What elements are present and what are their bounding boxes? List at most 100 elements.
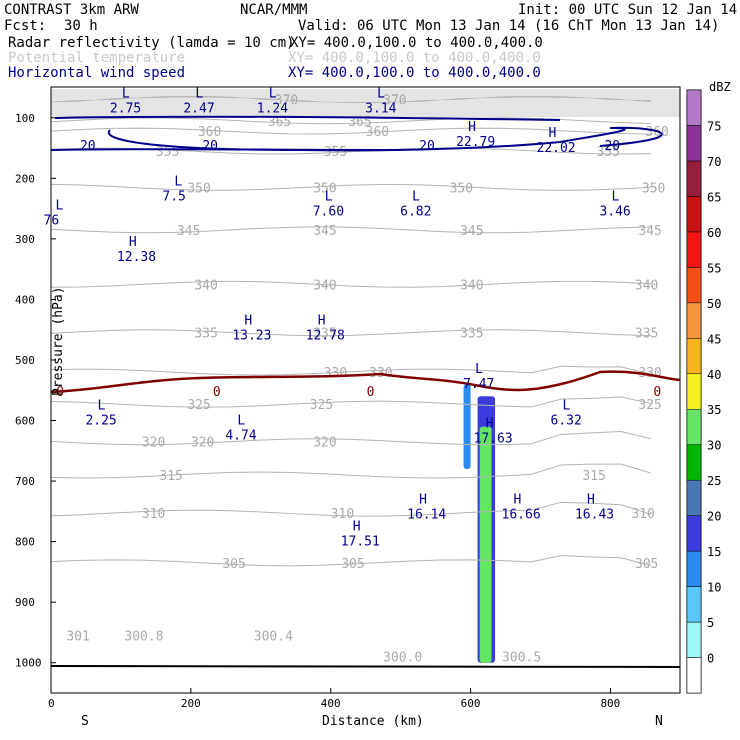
- y-tick-label: 600: [15, 415, 35, 428]
- theta-contour-315: [50, 463, 652, 482]
- extremum-value: 22.79: [456, 135, 495, 150]
- field-3-name: Horizontal wind speed: [8, 65, 185, 81]
- model-title: CONTRAST 3km ARW: [4, 2, 139, 18]
- extremum-value: 3.46: [599, 205, 630, 220]
- fcst-label: Fcst:: [4, 18, 46, 34]
- extremum-H-marker: H: [353, 520, 361, 535]
- extremum-value: 12.38: [117, 250, 156, 265]
- colorbar-swatch: [686, 160, 702, 197]
- wind-contour-lower: [50, 148, 401, 151]
- y-tick-label: 1000: [15, 657, 42, 670]
- extremum-value: 3.14: [365, 102, 396, 117]
- colorbar-swatch: [686, 373, 702, 410]
- theta-contour-305: [50, 555, 652, 569]
- colorbar-level-label: 30: [707, 439, 721, 453]
- colorbar-level-label: 50: [707, 297, 721, 311]
- extremum-value: 6.82: [400, 205, 431, 220]
- extremum-value: 6.32: [550, 413, 581, 428]
- colorbar-swatch: [686, 479, 702, 516]
- colorbar-swatch: [686, 89, 702, 126]
- extremum-value: 13.23: [232, 329, 271, 344]
- theta-contour-345: [50, 226, 652, 236]
- extremum-L-marker: L: [562, 398, 570, 413]
- theta-label: 325: [187, 398, 210, 413]
- colorbar-level-label: 25: [707, 474, 721, 488]
- reflectivity-cell: [479, 426, 492, 663]
- theta-label: 365: [268, 115, 291, 130]
- theta-label: 355: [324, 145, 347, 160]
- theta-label: 305: [222, 557, 245, 572]
- y-tick-label: 300: [15, 233, 35, 246]
- colorbar-swatch: [686, 586, 702, 623]
- x-axis-label: Distance (km): [322, 714, 424, 729]
- colorbar-level-label: 0: [707, 652, 714, 666]
- fcst-value: 30 h: [64, 18, 98, 34]
- colorbar-level-label: 15: [707, 545, 721, 559]
- wind-contour-zero: [50, 370, 681, 394]
- extremum-H-marker: H: [244, 314, 252, 329]
- colorbar-swatch: [686, 267, 702, 304]
- theta-label: 300.8: [124, 629, 163, 644]
- wind-contour-label: 20: [202, 139, 218, 154]
- theta-label: 325: [638, 398, 661, 413]
- plot-area: [51, 87, 680, 693]
- reflectivity-layer: [463, 384, 496, 663]
- theta-label: 315: [159, 469, 182, 484]
- extremum-L-marker: L: [611, 190, 619, 205]
- colorbar-unit: dBZ: [709, 80, 731, 94]
- extremum-L-marker: L: [97, 398, 105, 413]
- theta-label: 305: [341, 557, 364, 572]
- colorbar-swatch: [686, 657, 702, 694]
- field-2-name: Potential temperature: [8, 50, 185, 66]
- theta-label: 310: [142, 507, 165, 522]
- extremum-L-marker: L: [269, 87, 277, 102]
- theta-label: 301: [66, 629, 89, 644]
- theta-label: 370: [275, 94, 298, 109]
- theta-label: 300.4: [254, 629, 293, 644]
- colorbar-swatch: [686, 196, 702, 233]
- theta-label: 340: [635, 278, 658, 293]
- theta-label: 360: [366, 125, 389, 140]
- x-tick-label: 400: [321, 697, 341, 710]
- extremum-value: 7.47: [463, 377, 494, 392]
- theta-label: 350: [187, 181, 210, 196]
- extremum-value: 16.14: [407, 507, 446, 522]
- colorbar-level-label: 70: [707, 155, 721, 169]
- extremum-L-marker: L: [377, 87, 385, 102]
- extremum-L-marker: L: [325, 190, 333, 205]
- field-1-name: Radar reflectivity (lamda = 10 cm): [8, 35, 295, 51]
- wind-contour-label: 0: [653, 385, 661, 400]
- theta-label: 300.5: [502, 651, 541, 666]
- extremum-L-marker: L: [122, 87, 130, 102]
- y-axis-label: Pressure (hPa): [51, 286, 66, 396]
- extremum-value: 2.75: [110, 102, 141, 117]
- colorbar-swatch: [686, 515, 702, 552]
- extremum-L-marker: L: [195, 87, 203, 102]
- wind-contour-label: 20: [419, 139, 435, 154]
- extremum-H-marker: H: [129, 235, 137, 250]
- theta-label: 335: [313, 327, 336, 342]
- extremum-H-marker: H: [549, 126, 557, 141]
- extremum-value: 1.24: [257, 102, 288, 117]
- wind-speed-layer: 20 20 20 20 0 0 0 0: [50, 115, 681, 400]
- extremum-L-marker: L: [237, 414, 245, 429]
- theta-contour-350: [50, 183, 652, 194]
- colorbar-level-label: 35: [707, 403, 721, 417]
- extremum-H-marker: H: [514, 492, 522, 507]
- y-tick-label: 200: [15, 172, 35, 185]
- y-tick-label: 400: [15, 293, 35, 306]
- ground-line: [50, 665, 681, 668]
- theta-label: 335: [635, 327, 658, 342]
- x-tick-label: 0: [48, 697, 55, 710]
- right-endpoint-label: N: [655, 714, 663, 729]
- extremum-value: 2.25: [85, 413, 116, 428]
- wind-contour-label: 20: [80, 139, 96, 154]
- extremum-value: 7.60: [313, 205, 344, 220]
- theta-label: 340: [194, 278, 217, 293]
- extremum-L-marker: L: [56, 199, 64, 214]
- center-name: NCAR/MMM: [240, 2, 307, 18]
- theta-label: 360: [645, 125, 668, 140]
- theta-label: 345: [638, 224, 661, 239]
